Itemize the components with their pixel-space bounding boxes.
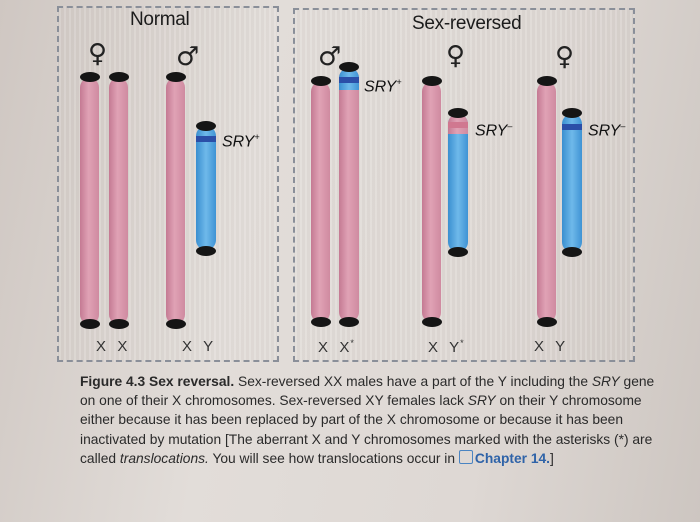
centromere-cap (448, 108, 468, 118)
caption-text: You will see how translocations occur in (208, 450, 459, 466)
centromere-cap (196, 121, 216, 131)
genotype-xx-star: X X* (318, 338, 355, 356)
chromosome-x (537, 82, 556, 322)
centromere-cap (339, 62, 359, 72)
sry-minus-label-1: SRY– (475, 121, 513, 140)
external-link-icon[interactable] (458, 449, 473, 464)
centromere-cap (80, 72, 100, 82)
genotype-xx: X X (96, 338, 129, 355)
centromere-cap (422, 317, 442, 327)
centromere-cap (196, 246, 216, 256)
figure-label: Figure 4.3 (80, 374, 146, 389)
chromosome-y (562, 114, 582, 252)
centromere-cap (311, 317, 331, 327)
genotype-xy-star: X Y* (428, 338, 465, 356)
genotype-xy: X Y (182, 338, 215, 355)
centromere-cap (109, 319, 129, 329)
translocations-italic: translocations. (119, 450, 209, 466)
centromere-cap (422, 76, 442, 86)
female-symbol-normal: ♀ (88, 39, 108, 69)
caption-text: on their Y chromosome either because it … (80, 393, 653, 466)
caption-text: Sex-reversed XX males have a part of the… (234, 374, 592, 389)
caption-text: ] (550, 450, 554, 466)
sry-mutated-band (562, 124, 582, 130)
centromere-cap (80, 319, 100, 329)
sex-reversed-panel-title: Sex-reversed (412, 13, 522, 34)
centromere-cap (109, 72, 129, 82)
x-band (448, 122, 468, 128)
centromere-cap (311, 76, 331, 86)
sry-band (339, 77, 359, 83)
male-symbol-sex-reversed: ♂ (318, 42, 342, 72)
centromere-cap (537, 76, 557, 86)
sry-italic: SRY (591, 374, 620, 389)
figure-title: Sex reversal. (149, 374, 235, 389)
normal-panel-title: Normal (130, 9, 190, 30)
chromosome-y-star (448, 114, 468, 252)
chromosome-x (109, 78, 128, 324)
caption-text: gene on one of their X chromosomes. Sex-… (80, 374, 655, 409)
sry-plus-label-sex-reversed: SRY+ (364, 77, 402, 96)
centromere-cap (448, 247, 468, 257)
centromere-cap (537, 317, 557, 327)
centromere-cap (562, 108, 582, 118)
centromere-cap (166, 319, 186, 329)
centromere-cap (339, 317, 359, 327)
chromosome-x (422, 82, 441, 322)
genotype-xy-mutated: X Y (534, 338, 567, 355)
chromosome-x (311, 82, 330, 322)
centromere-cap (166, 72, 186, 82)
figure-caption: Figure 4.3 Sex reversal. Sex-reversed XX… (80, 372, 660, 468)
sry-band (196, 136, 216, 142)
chromosome-x (166, 78, 185, 324)
chromosome-y (196, 126, 216, 250)
female-symbol-sex-reversed-2: ♀ (555, 42, 575, 72)
sry-plus-label-normal: SRY+ (222, 132, 260, 151)
centromere-cap (562, 247, 582, 257)
chromosome-x-star (339, 68, 359, 322)
chapter-link[interactable]: Chapter 14. (474, 450, 551, 466)
sry-minus-label-2: SRY– (588, 121, 626, 140)
male-symbol-normal: ♂ (176, 42, 200, 72)
female-symbol-sex-reversed-1: ♀ (446, 41, 466, 71)
sry-italic: SRY (467, 393, 496, 409)
chromosome-x (80, 78, 99, 324)
